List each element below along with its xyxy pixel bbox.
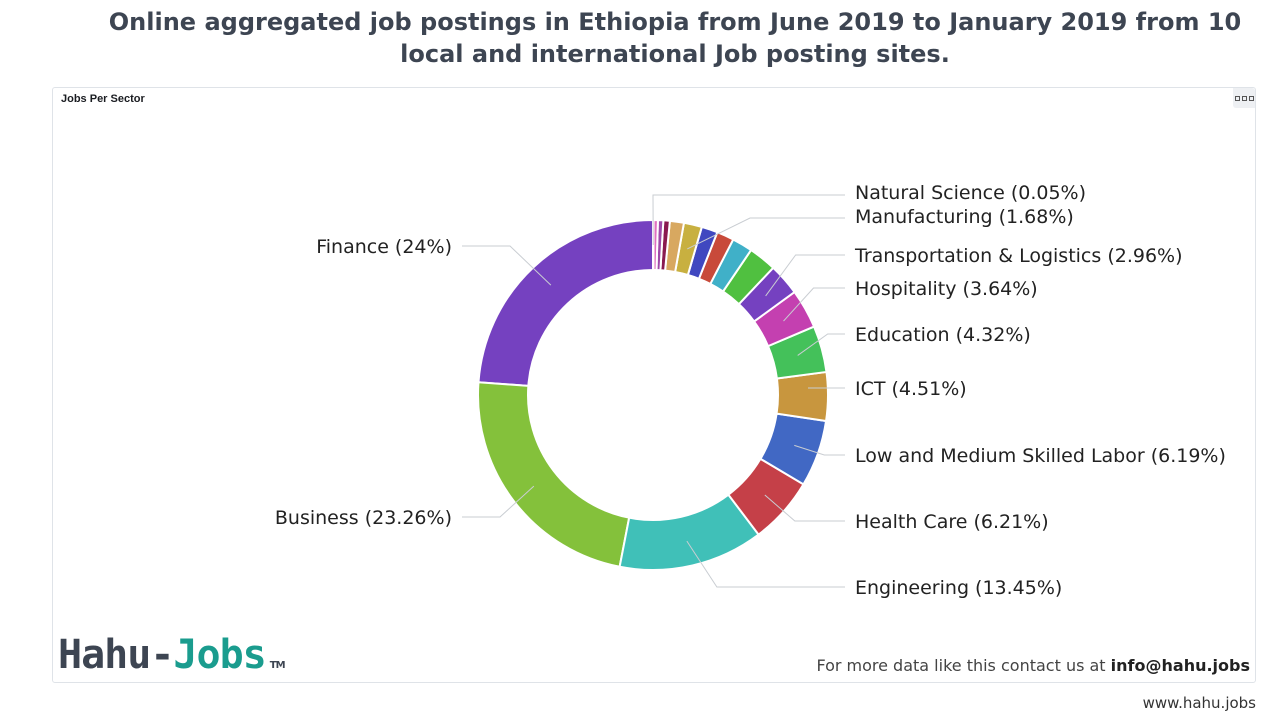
- contact-prefix: For more data like this contact us at: [816, 656, 1111, 675]
- slice-label: Business (23.26%): [275, 507, 452, 529]
- slice-label: Low and Medium Skilled Labor (6.19%): [855, 445, 1226, 467]
- slice-business[interactable]: [477, 381, 631, 568]
- slice-finance[interactable]: [477, 218, 654, 387]
- website-text: www.hahu.jobs: [1142, 694, 1256, 712]
- leader-line: [783, 287, 845, 322]
- logo-text-hahu: Hahu-: [58, 632, 174, 678]
- slice-label: Transportation & Logistics (2.96%): [854, 245, 1183, 267]
- page-title: Online aggregated job postings in Ethiop…: [108, 8, 1242, 68]
- panel-title: Jobs Per Sector: [61, 93, 145, 105]
- hahu-jobs-logo: Hahu- Jobs TM: [58, 632, 286, 682]
- logo-text-jobs: Jobs: [173, 632, 266, 678]
- slice-label: Education (4.32%): [855, 324, 1031, 346]
- leader-line: [652, 194, 845, 246]
- leader-line: [764, 494, 845, 522]
- leader-line: [462, 245, 552, 286]
- slice-label: Manufacturing (1.68%): [855, 206, 1074, 228]
- slice-label: Natural Science (0.05%): [855, 182, 1086, 204]
- logo-trademark: TM: [269, 660, 286, 671]
- leader-line: [462, 485, 535, 518]
- leader-line: [765, 254, 845, 297]
- ellipsis-icon[interactable]: [1233, 88, 1255, 108]
- slice-ict[interactable]: [775, 370, 829, 423]
- slice-label: Health Care (6.21%): [855, 511, 1049, 533]
- leader-line: [794, 444, 845, 456]
- slice-label: Engineering (13.45%): [855, 577, 1062, 599]
- contact-email-link[interactable]: info@hahu.jobs: [1110, 656, 1250, 675]
- leader-line: [797, 333, 845, 356]
- slice-label: ICT (4.51%): [855, 378, 967, 400]
- slice-label: Hospitality (3.64%): [855, 278, 1038, 300]
- slice-label: Finance (24%): [316, 236, 452, 258]
- chart-panel: Jobs Per Sector: [52, 87, 1256, 683]
- leader-line: [686, 540, 845, 588]
- contact-text: For more data like this contact us at in…: [780, 656, 1250, 675]
- leader-line: [687, 217, 845, 250]
